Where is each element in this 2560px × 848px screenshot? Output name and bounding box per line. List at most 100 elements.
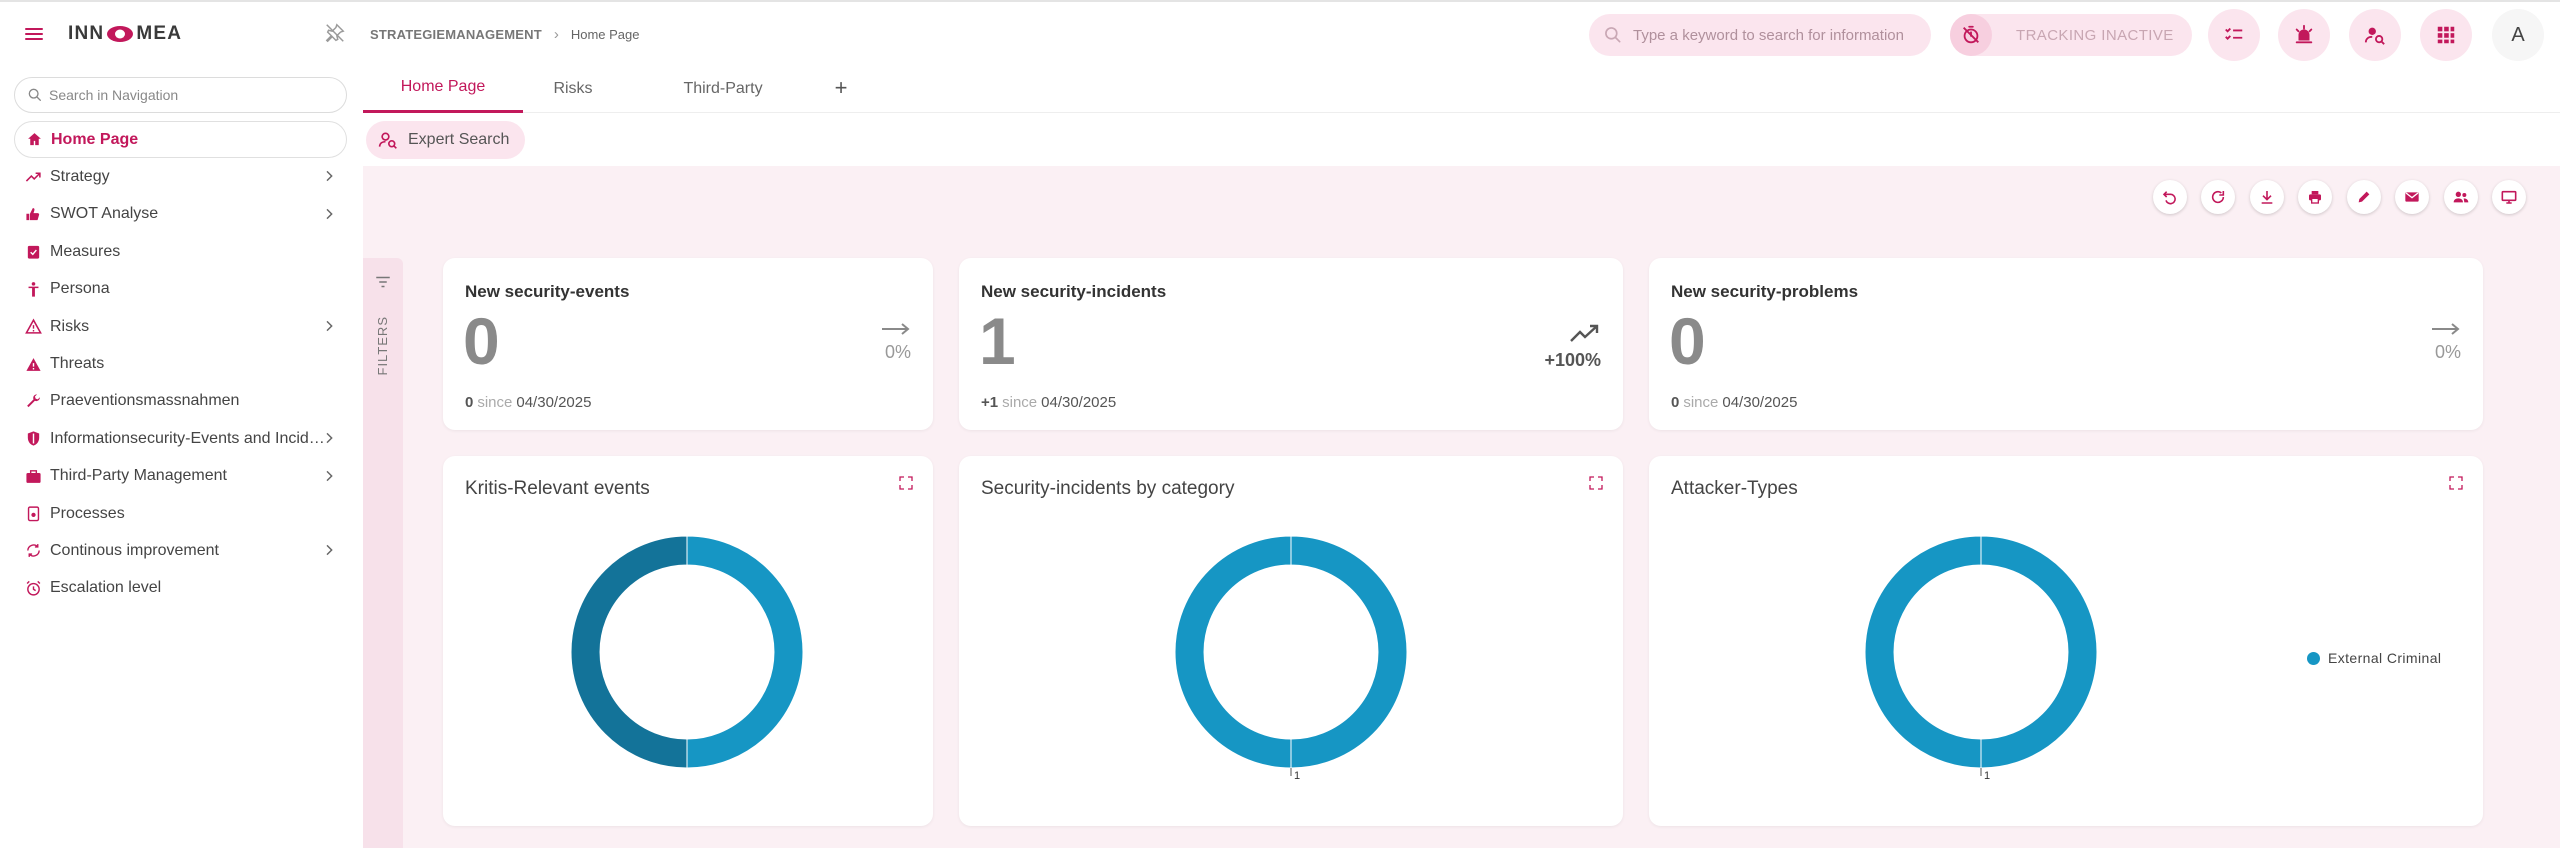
alarm-clock-icon	[24, 579, 42, 597]
sidebar-item-risks[interactable]: Risks	[14, 308, 347, 345]
print-icon	[2309, 191, 2321, 204]
expand-icon[interactable]	[1589, 476, 1603, 490]
search-icon	[1605, 27, 1621, 43]
undo-button[interactable]	[2153, 180, 2187, 214]
logo-mark-icon	[105, 25, 135, 43]
hamburger-menu-icon[interactable]	[22, 22, 46, 46]
filters-panel-toggle[interactable]: FILTERS	[363, 258, 403, 848]
refresh-icon	[2211, 190, 2225, 204]
tracking-toggle-button[interactable]: TRACKING INACTIVE	[1950, 14, 2192, 56]
main-content: Home Page Risks Third-Party + Expert Sea…	[363, 64, 2560, 848]
chevron-right-icon[interactable]	[321, 318, 337, 334]
search-icon	[28, 88, 41, 101]
app-logo[interactable]: INN MEA	[68, 22, 182, 46]
refresh-button[interactable]	[2201, 180, 2235, 214]
kpi-delta: 0	[1671, 394, 1680, 411]
sidebar-item-label: Persona	[50, 280, 110, 298]
chart-card-attacker-types: Attacker-Types 1 External Criminal	[1649, 456, 2483, 826]
tasks-button[interactable]	[2208, 9, 2260, 61]
trending-flat-icon	[2432, 323, 2460, 335]
apps-button[interactable]	[2420, 9, 2472, 61]
chart-card-kritis-events: Kritis-Relevant events	[443, 456, 933, 826]
kpi-value: 0	[463, 304, 500, 378]
wrench-icon	[24, 392, 42, 410]
chevron-right-icon[interactable]	[321, 542, 337, 558]
expert-search-button[interactable]: Expert Search	[366, 121, 526, 159]
global-search-input[interactable]: Type a keyword to search for information	[1589, 14, 1931, 56]
share-users-button[interactable]	[2444, 180, 2478, 214]
sidebar-item-processes[interactable]: Processes	[14, 495, 347, 532]
print-button[interactable]	[2298, 180, 2332, 214]
present-button[interactable]	[2492, 180, 2526, 214]
legend-swatch	[2307, 651, 2320, 665]
briefcase-icon	[24, 467, 42, 485]
logo-text-left: INN	[68, 23, 105, 44]
sidebar-item-threats[interactable]: Threats	[14, 345, 347, 382]
kpi-card-security-incidents[interactable]: New security-incidents 1 +1 since 04/30/20…	[959, 258, 1623, 430]
sidebar-item-label: Strategy	[50, 168, 110, 186]
kpi-trend: 0%	[2431, 322, 2461, 363]
sidebar-item-label: Escalation level	[50, 579, 162, 597]
timer-off-icon	[1950, 14, 1992, 56]
sidebar-item-strategy[interactable]: Strategy	[14, 158, 347, 195]
person-search-button[interactable]	[2349, 9, 2401, 61]
chevron-right-icon[interactable]	[321, 206, 337, 222]
add-tab-button[interactable]: +	[834, 75, 848, 100]
pin-off-icon[interactable]	[324, 22, 346, 44]
donut-slice[interactable]	[1174, 536, 1408, 769]
navigation-search-input[interactable]: Search in Navigation	[14, 77, 347, 113]
sidebar-item-label: Measures	[50, 242, 121, 260]
tab-risks[interactable]: Risks	[553, 79, 593, 97]
donut-slice[interactable]	[686, 536, 804, 769]
breadcrumb-root[interactable]: STRATEGIEMANAGEMENT	[370, 27, 542, 42]
chart-legend[interactable]: External Criminal	[2307, 650, 2441, 666]
sidebar-item-measures[interactable]: Measures	[14, 233, 347, 270]
shield-icon	[24, 430, 42, 448]
chart-title: Kritis-Relevant events	[465, 478, 650, 499]
sidebar-item-praeventionsmassnahmen[interactable]: Praeventionsmassnahmen	[14, 383, 347, 420]
sidebar-item-label: Risks	[50, 317, 90, 335]
kpi-card-security-events[interactable]: New security-events 0 0 since 04/30/2025 0…	[443, 258, 933, 430]
kpi-date: 04/30/2025	[1722, 394, 1798, 411]
sidebar-item-swot-analyse[interactable]: SWOT Analyse	[14, 196, 347, 233]
person-search-icon	[378, 132, 397, 149]
expand-icon[interactable]	[899, 476, 913, 490]
sidebar-item-label: SWOT Analyse	[50, 205, 159, 223]
edit-button[interactable]	[2347, 180, 2381, 214]
sidebar-item-label: Informationsecurity-Events and Incid…	[50, 429, 325, 447]
chart-title: Security-incidents by category	[981, 478, 1235, 499]
sidebar-item-home-page[interactable]: Home Page	[14, 121, 347, 159]
sidebar-item-label: Praeventionsmassnahmen	[50, 392, 240, 410]
chevron-right-icon[interactable]	[321, 168, 337, 184]
download-button[interactable]	[2250, 180, 2284, 214]
chevron-right-icon[interactable]	[321, 468, 337, 484]
mail-icon	[2405, 192, 2419, 202]
kpi-card-security-problems[interactable]: New security-problems 0 0 since 04/30/2025…	[1649, 258, 2483, 430]
user-avatar[interactable]: A	[2492, 9, 2544, 61]
tab-third-party[interactable]: Third-Party	[683, 79, 763, 97]
logo-text-right: MEA	[136, 23, 183, 44]
expand-icon[interactable]	[2449, 476, 2463, 490]
kpi-since-label: since	[1683, 394, 1719, 411]
sidebar-item-continous-improvement[interactable]: Continous improvement	[14, 532, 347, 569]
sidebar-item-label: Threats	[50, 355, 105, 373]
sidebar-item-third-party-management[interactable]: Third-Party Management	[14, 458, 347, 495]
alarm-button[interactable]	[2278, 9, 2330, 61]
present-icon	[2501, 190, 2517, 204]
kpi-delta: +1	[981, 394, 999, 411]
tab-home-page[interactable]: Home Page	[363, 64, 523, 113]
filter-icon	[376, 276, 390, 288]
sidebar-item-escalation-level[interactable]: Escalation level	[14, 570, 347, 607]
sidebar-item-label: Third-Party Management	[50, 467, 227, 485]
legend-item-label: External Criminal	[2328, 650, 2442, 666]
donut-slice[interactable]	[1864, 536, 2098, 769]
mail-button[interactable]	[2395, 180, 2429, 214]
kpi-title: New security-problems	[1671, 282, 1859, 301]
donut-slice[interactable]	[570, 536, 688, 769]
chevron-right-icon[interactable]	[321, 430, 337, 446]
navigation-list: Home Page Strategy SWOT Analyse Measures Per…	[14, 121, 347, 607]
sidebar-item-persona[interactable]: Persona	[14, 271, 347, 308]
sidebar-item-informationsecurity-events-and-incid[interactable]: Informationsecurity-Events and Incid…	[14, 420, 347, 457]
share-users-icon	[2453, 191, 2469, 203]
kpi-title: New security-events	[465, 282, 630, 301]
